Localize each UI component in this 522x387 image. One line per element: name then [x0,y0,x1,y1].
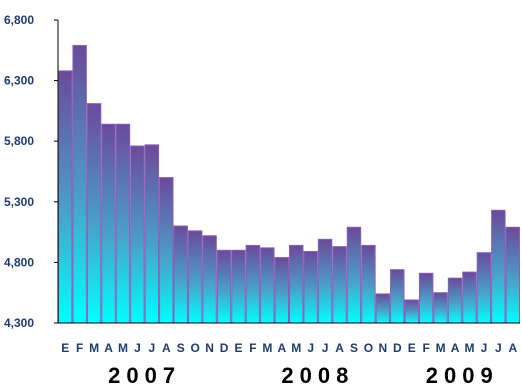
x-tick-label: O [364,341,373,355]
x-tick-label: J [134,341,141,355]
bar-13 [245,244,261,324]
bar-20 [346,226,362,324]
bar-1 [72,44,87,324]
axes-group [57,20,520,324]
bar-17 [303,250,318,324]
bar-23 [390,269,405,324]
bar-29 [476,252,492,324]
bar-21 [361,244,376,324]
x-tick-label: M [89,341,99,355]
x-tick-label: J [149,341,156,355]
x-tick-label: M [436,341,446,355]
bar-6 [144,144,160,324]
x-tick-label: M [262,341,272,355]
bars-group [58,44,520,324]
bar-22 [375,293,391,324]
x-tick-label: E [234,341,242,355]
bar-4 [115,123,131,324]
x-tick-label: E [61,341,69,355]
x-tick-label: F [249,341,256,355]
bar-7 [159,177,174,324]
y-tick-labels: 4,300 4,800 5,300 5,800 6,300 6,800 [4,13,58,330]
bar-16 [289,244,304,324]
x-tick-label: S [177,341,185,355]
x-tick-label: J [495,341,502,355]
bar-31 [505,226,520,324]
x-tick-label: A [335,341,344,355]
x-tick-label: J [307,341,314,355]
y-tick-label: 4,300 [4,316,34,330]
bar-24 [404,299,419,324]
y-tick-label: 6,800 [4,13,34,27]
x-tick-label: N [379,341,388,355]
bar-3 [101,123,116,324]
x-tick-label: A [104,341,113,355]
x-tick-label: D [393,341,402,355]
x-tick-label: M [118,341,128,355]
bar-10 [202,235,217,324]
x-tick-label: A [277,341,286,355]
x-tick-label: J [322,341,329,355]
x-tick-label: M [464,341,474,355]
bar-18 [317,238,333,324]
y-tick-label: 5,800 [4,134,34,148]
x-tick-label: O [190,341,199,355]
bar-14 [260,247,275,324]
y-tick-label: 5,300 [4,195,34,209]
bar-9 [187,230,203,324]
x-tick-label: M [291,341,301,355]
x-tick-label: S [350,341,358,355]
x-tick-label: F [422,341,429,355]
year-labels: 2007 2008 2009 [108,363,499,387]
bar-27 [447,277,463,324]
bar-5 [130,145,145,324]
bar-12 [231,249,246,324]
x-tick-label: F [76,341,83,355]
bar-28 [462,271,477,324]
year-label: 2007 [108,363,181,387]
bar-8 [173,225,188,324]
x-tick-label: E [408,341,416,355]
x-tick-label: A [508,341,517,355]
bar-26 [433,292,448,324]
x-tick-label: D [220,341,229,355]
x-tick-label: J [481,341,488,355]
bar-0 [58,70,73,324]
bar-30 [491,209,506,324]
y-tick-label: 6,300 [4,74,34,88]
year-label: 2009 [426,363,499,387]
y-tick-label: 4,800 [4,255,34,269]
x-tick-label: A [162,341,171,355]
bar-15 [274,257,289,324]
x-tick-label: N [205,341,214,355]
x-tick-label: A [451,341,460,355]
bar-11 [216,249,232,324]
bar-25 [418,272,434,324]
year-label: 2008 [281,363,354,387]
bar-2 [86,103,102,324]
bar-19 [332,246,347,324]
